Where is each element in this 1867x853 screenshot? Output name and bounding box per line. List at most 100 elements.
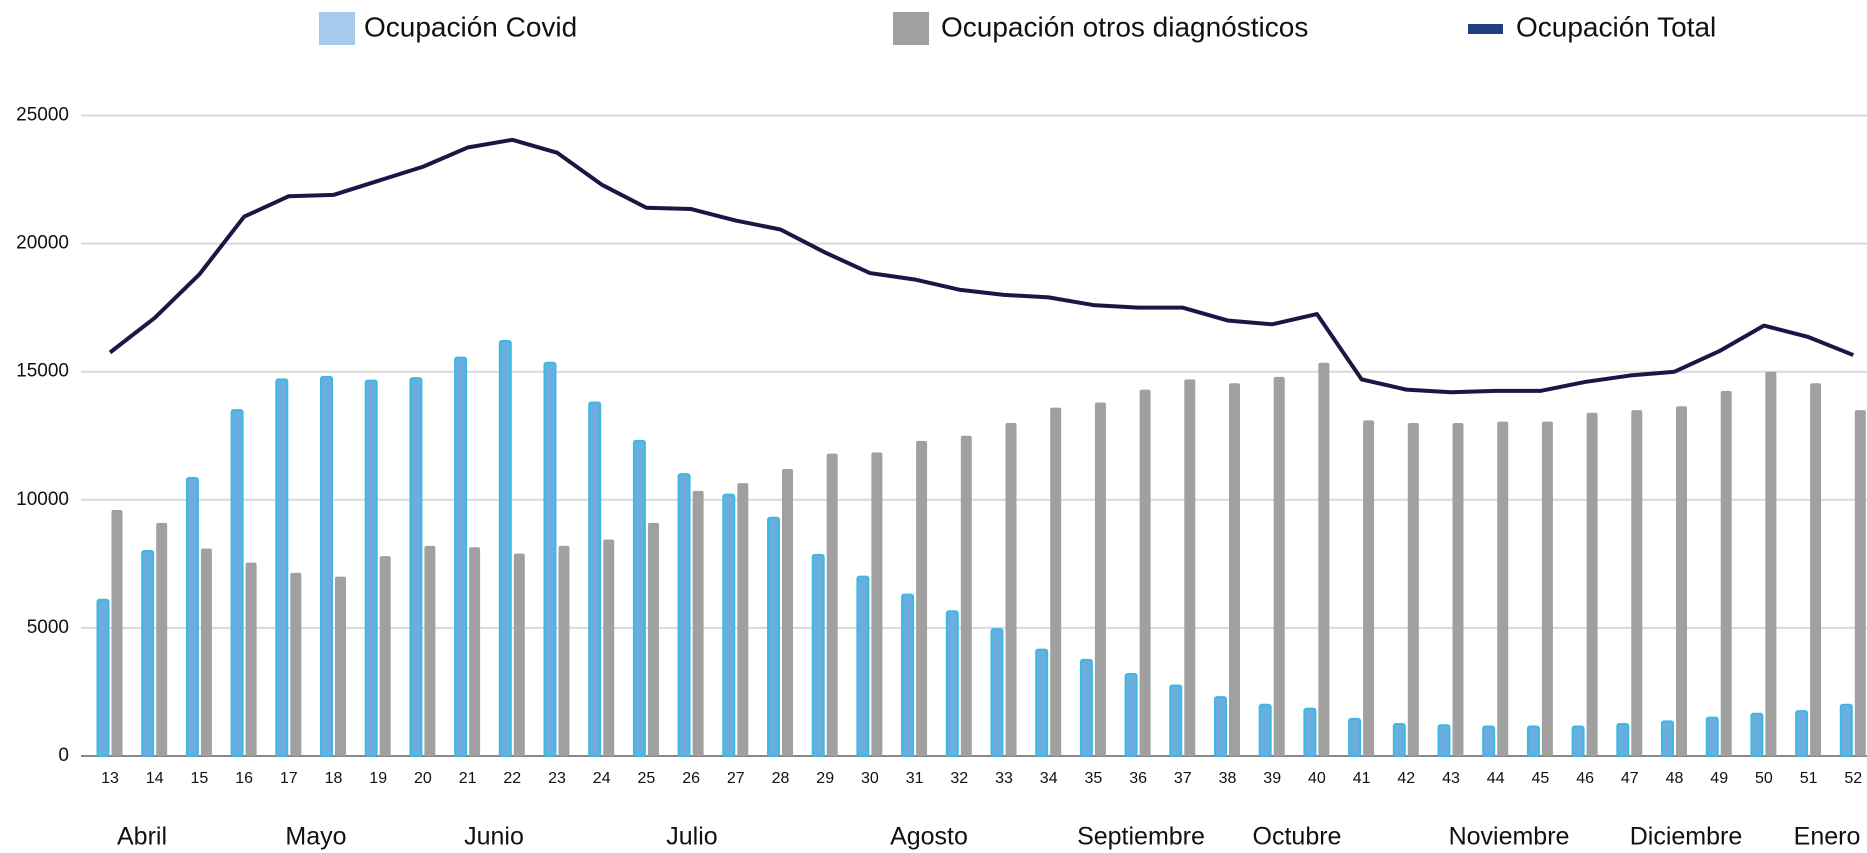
bar (1482, 725, 1496, 757)
legend-label: Ocupación otros diagnósticos (941, 11, 1308, 42)
month-label: Octubre (1253, 823, 1342, 851)
bar (1497, 421, 1509, 756)
y-tick-label: 0 (58, 745, 69, 766)
bar (469, 547, 481, 756)
bar (379, 556, 391, 756)
bar (1631, 410, 1643, 756)
bar (1437, 724, 1451, 757)
x-tick-label: 29 (816, 770, 834, 787)
bar (856, 575, 870, 757)
bar (335, 576, 346, 756)
bar (1139, 389, 1151, 756)
x-tick-label: 51 (1800, 770, 1818, 787)
x-tick-label: 25 (638, 770, 656, 787)
bar (1586, 412, 1598, 756)
bar (588, 401, 602, 757)
x-tick-label: 41 (1353, 770, 1371, 787)
bar (1810, 383, 1822, 756)
x-tick-label: 23 (548, 770, 566, 787)
y-tick-label: 15000 (16, 361, 69, 382)
month-label: Julio (666, 823, 717, 851)
bar (1839, 703, 1853, 758)
x-tick-label: 18 (325, 770, 343, 787)
month-label: Enero (1794, 823, 1861, 851)
y-tick-label: 25000 (16, 105, 69, 126)
x-tick-label: 46 (1576, 770, 1594, 787)
bar (1079, 658, 1093, 757)
bar (737, 483, 749, 756)
x-tick-label: 38 (1219, 770, 1237, 787)
bar (916, 440, 928, 756)
bar (275, 378, 289, 757)
x-tick-label: 32 (950, 770, 968, 787)
month-label: Mayo (285, 823, 346, 851)
x-tick-label: 44 (1487, 770, 1505, 787)
bar (1363, 420, 1375, 756)
bar (767, 516, 780, 758)
bar (96, 598, 110, 758)
bar (1050, 407, 1062, 756)
x-tick-label: 47 (1621, 770, 1639, 787)
x-tick-label: 34 (1040, 770, 1058, 787)
bar (1407, 422, 1419, 756)
bar (1169, 684, 1183, 757)
bar (901, 593, 915, 757)
bar (111, 510, 123, 756)
bar (1541, 421, 1553, 756)
x-tick-label: 50 (1755, 770, 1773, 787)
month-label: Septiembre (1077, 823, 1205, 851)
bar (990, 628, 1004, 758)
x-tick-label: 39 (1263, 770, 1281, 787)
bar (1571, 725, 1585, 757)
bar (558, 545, 570, 756)
x-tick-label: 24 (593, 770, 611, 787)
x-tick-label: 20 (414, 770, 432, 787)
bar (1765, 371, 1777, 756)
bar (811, 553, 825, 757)
bar (1318, 362, 1330, 756)
x-tick-label: 13 (101, 770, 119, 787)
bar (1229, 383, 1240, 756)
bar (871, 452, 883, 756)
x-tick-label: 22 (503, 770, 521, 787)
x-tick-label: 26 (682, 770, 700, 787)
legend-swatch (893, 12, 929, 45)
x-tick-label: 37 (1174, 770, 1192, 787)
x-tick-label: 21 (459, 770, 477, 787)
bar (1705, 716, 1719, 758)
bar (1526, 725, 1540, 757)
bar (230, 409, 244, 757)
bar (1094, 402, 1106, 756)
bar (1676, 406, 1687, 756)
bar (1258, 703, 1272, 758)
x-tick-label: 14 (146, 770, 164, 787)
legend-label: Ocupación Covid (364, 11, 577, 42)
bar (692, 490, 704, 756)
x-tick-label: 48 (1666, 770, 1684, 787)
x-tick-label: 43 (1442, 770, 1460, 787)
bar (1452, 422, 1464, 756)
bar (424, 545, 436, 756)
bar (632, 439, 646, 757)
bar (1303, 707, 1317, 758)
bar (1348, 717, 1362, 758)
bar (826, 453, 838, 756)
bar (1184, 379, 1196, 756)
bar (1035, 648, 1049, 757)
bar (454, 356, 468, 757)
x-tick-label: 33 (995, 770, 1013, 787)
bar (1124, 673, 1138, 757)
bar (513, 553, 525, 756)
x-tick-label: 19 (369, 770, 387, 787)
bar (245, 562, 257, 756)
bar (677, 473, 691, 757)
y-tick-label: 5000 (27, 617, 69, 638)
bar (1616, 722, 1630, 757)
month-label: Diciembre (1630, 823, 1743, 851)
bar (290, 572, 302, 756)
month-label: Agosto (890, 823, 968, 851)
bar (320, 375, 333, 757)
bar (543, 361, 557, 757)
bar (409, 377, 423, 757)
x-tick-label: 45 (1532, 770, 1550, 787)
